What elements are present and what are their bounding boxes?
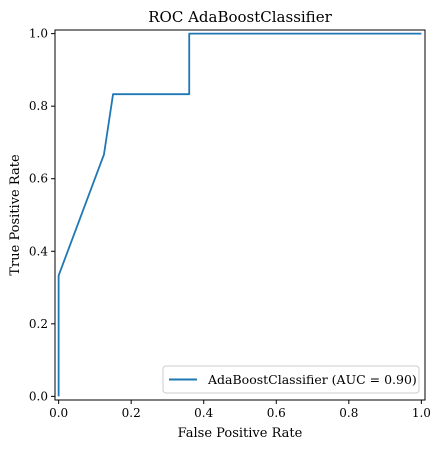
y-tick-label: 0.6 — [29, 172, 48, 186]
y-tick-label: 1.0 — [29, 27, 48, 41]
y-tick-label: 0.0 — [29, 389, 48, 403]
x-axis-ticks: 0.0 0.2 0.4 0.6 0.8 1.0 — [49, 400, 431, 420]
y-axis-ticks: 0.0 0.2 0.4 0.6 0.8 1.0 — [29, 27, 55, 403]
plot-area — [54, 29, 426, 401]
y-tick-label: 0.8 — [29, 99, 48, 113]
x-tick-label: 0.6 — [267, 406, 286, 420]
x-axis-label: False Positive Rate — [178, 426, 303, 441]
roc-curve-line — [57, 32, 422, 397]
series-layer — [57, 32, 422, 397]
y-axis-label: True Positive Rate — [8, 154, 23, 276]
x-tick-label: 0.2 — [122, 406, 141, 420]
chart-title: ROC AdaBoostClassifier — [148, 8, 332, 26]
x-tick-label: 0.8 — [339, 406, 358, 420]
x-tick-label: 0.4 — [194, 406, 213, 420]
x-tick-label: 0.0 — [49, 406, 68, 420]
x-tick-label: 1.0 — [412, 406, 431, 420]
y-tick-label: 0.2 — [29, 317, 48, 331]
legend-label: AdaBoostClassifier (AUC = 0.90) — [207, 372, 417, 387]
y-tick-label: 0.4 — [29, 244, 48, 258]
legend: AdaBoostClassifier (AUC = 0.90) — [162, 365, 420, 394]
legend-box — [162, 365, 420, 394]
